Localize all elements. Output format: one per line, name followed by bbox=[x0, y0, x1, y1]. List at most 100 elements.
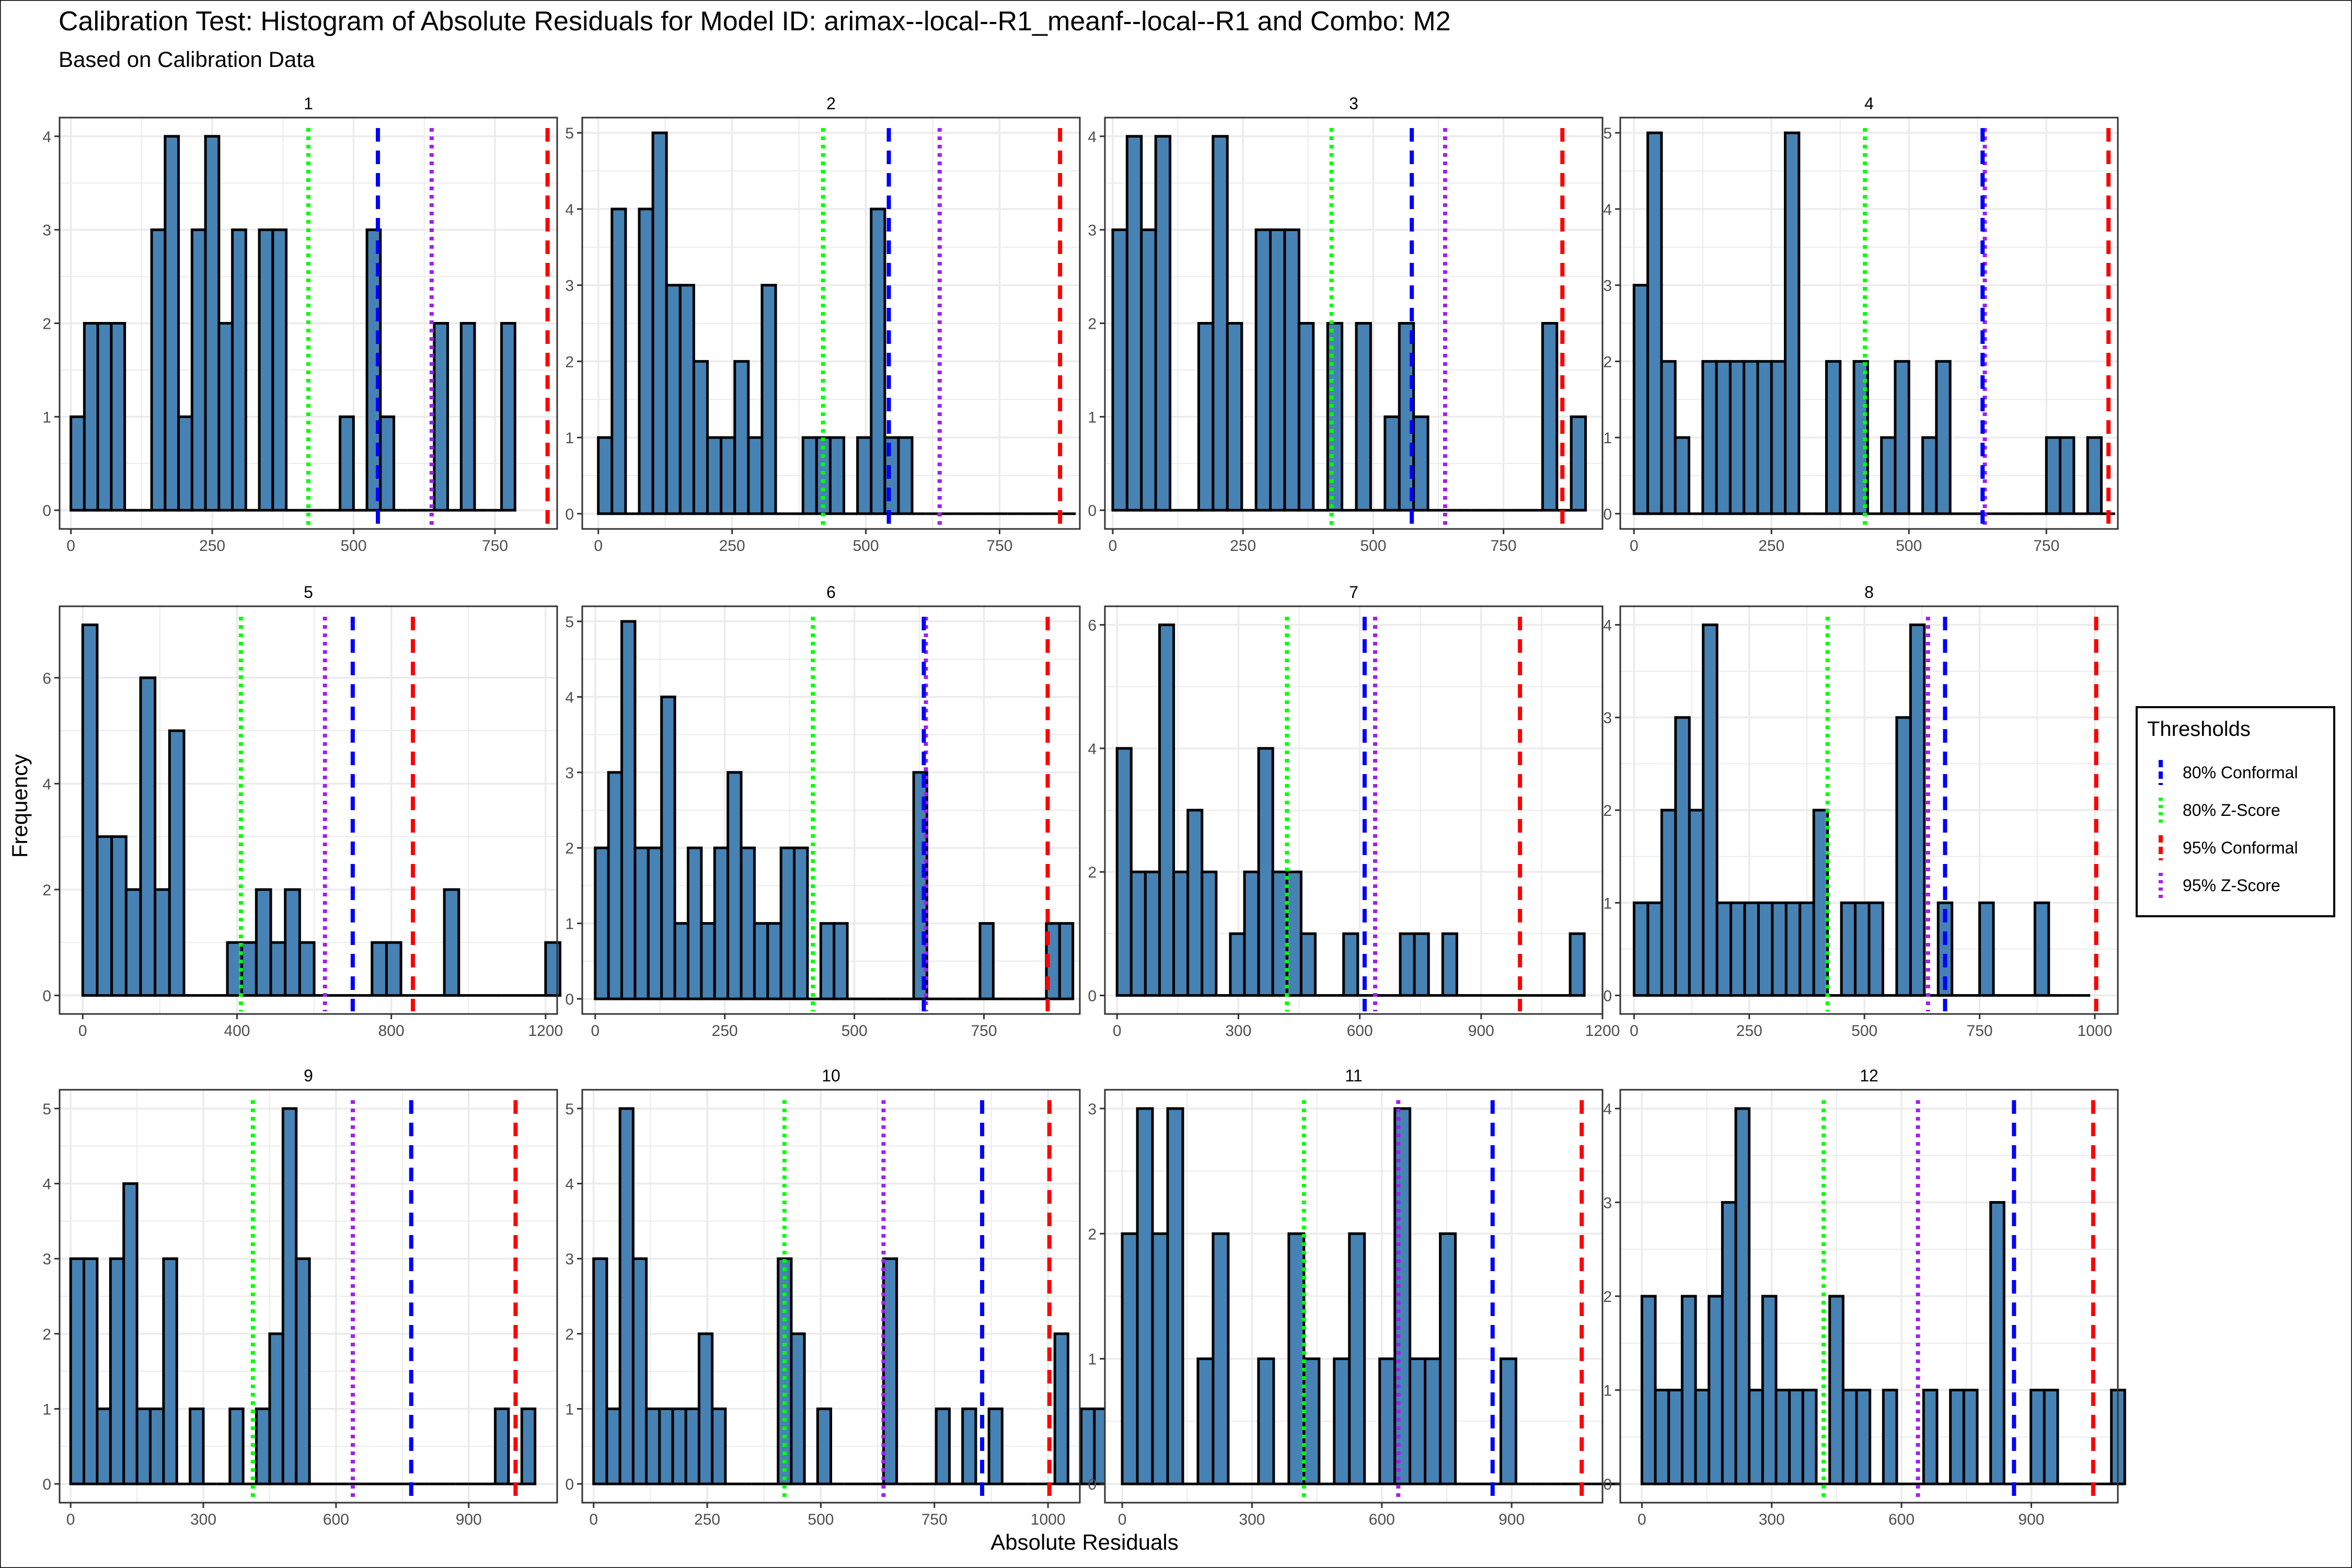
histogram-bar bbox=[740, 846, 756, 1000]
histogram-bar bbox=[733, 360, 750, 515]
histogram-bar bbox=[1201, 870, 1218, 997]
histogram-bar bbox=[1660, 360, 1677, 515]
x-tick-label: 0 bbox=[66, 1511, 75, 1528]
histogram-bar bbox=[1166, 1107, 1184, 1485]
x-tick-label: 600 bbox=[1888, 1511, 1915, 1528]
x-tick-label: 750 bbox=[921, 1511, 948, 1528]
facet-label: 4 bbox=[1864, 94, 1874, 113]
panel-border bbox=[1619, 605, 2119, 1015]
histogram-bar bbox=[1287, 1232, 1306, 1485]
x-tick-label: 300 bbox=[1239, 1511, 1265, 1528]
histogram-bar bbox=[1299, 932, 1317, 997]
x-tick-label: 500 bbox=[1851, 1022, 1877, 1040]
histogram-bar bbox=[692, 360, 709, 515]
y-tick-label: 0 bbox=[565, 506, 574, 523]
histogram-bar bbox=[69, 1257, 86, 1485]
histogram-bar bbox=[779, 846, 796, 1000]
legend: Thresholds 80% Conformal 80% Z-Score 95% C… bbox=[2136, 706, 2335, 917]
histogram-bar bbox=[610, 207, 627, 515]
y-tick-label: 1 bbox=[42, 409, 51, 426]
histogram-bar bbox=[240, 941, 258, 997]
histogram-bar bbox=[1694, 1389, 1711, 1485]
y-axis-title: Frequency bbox=[7, 754, 32, 858]
histogram-bar bbox=[620, 620, 637, 1000]
x-tick-label: 250 bbox=[1758, 537, 1784, 555]
histogram-bar bbox=[2043, 1389, 2059, 1485]
y-tick-label: 5 bbox=[565, 1101, 574, 1118]
histogram-bar bbox=[697, 1332, 714, 1485]
y-tick-label: 0 bbox=[1603, 506, 1612, 523]
histogram-bar bbox=[605, 1407, 621, 1485]
histogram-bar bbox=[1756, 360, 1773, 515]
x-tick-label: 300 bbox=[1759, 1511, 1785, 1528]
x-tick-label: 300 bbox=[190, 1511, 216, 1528]
panel-border bbox=[59, 117, 558, 530]
histogram-bar bbox=[433, 322, 449, 512]
histogram-bar bbox=[727, 771, 743, 1000]
y-tick-label: 0 bbox=[42, 1476, 51, 1493]
histogram-bar bbox=[1283, 228, 1300, 512]
histogram-bar bbox=[1129, 870, 1147, 997]
histogram-bar bbox=[1771, 901, 1788, 997]
histogram-bar bbox=[228, 1407, 245, 1485]
x-axis-title: Absolute Residuals bbox=[990, 1530, 1179, 1554]
x-tick-label: 750 bbox=[482, 537, 508, 555]
histogram-bar bbox=[1828, 1295, 1844, 1485]
y-tick-label: 1 bbox=[1088, 1351, 1097, 1368]
x-tick-label: 600 bbox=[1347, 1022, 1373, 1040]
legend-item: 80% Z-Score bbox=[2159, 798, 2280, 823]
histogram-bar bbox=[684, 1407, 700, 1485]
histogram-bar bbox=[1702, 623, 1719, 997]
histogram-bar bbox=[1715, 360, 1732, 515]
histogram-bar bbox=[1413, 932, 1430, 997]
y-tick-label: 1 bbox=[1603, 1382, 1612, 1400]
x-tick-label: 900 bbox=[1468, 1022, 1494, 1040]
histogram-bar bbox=[1688, 809, 1705, 997]
histogram-bar bbox=[1058, 922, 1075, 1000]
histogram-bar bbox=[1935, 360, 1952, 515]
histogram-bar bbox=[81, 623, 99, 997]
y-tick-label: 4 bbox=[565, 201, 574, 218]
x-tick-label: 250 bbox=[1230, 537, 1256, 555]
facet-label: 11 bbox=[1345, 1066, 1362, 1085]
histogram-bar bbox=[459, 322, 476, 512]
y-tick-label: 5 bbox=[565, 614, 574, 631]
x-tick-label: 0 bbox=[78, 1022, 87, 1040]
y-tick-label: 2 bbox=[1088, 1226, 1097, 1243]
histogram-bar bbox=[96, 1407, 112, 1485]
y-tick-label: 2 bbox=[1088, 316, 1097, 333]
histogram-bar bbox=[631, 1257, 648, 1485]
facet-label: 1 bbox=[304, 94, 313, 113]
x-tick-label: 300 bbox=[1225, 1022, 1251, 1040]
histogram-bar bbox=[647, 846, 663, 1000]
histogram-bar bbox=[1909, 623, 1926, 997]
histogram-bar bbox=[618, 1107, 635, 1485]
histogram-bar bbox=[1333, 1357, 1351, 1485]
histogram-bar bbox=[816, 1407, 833, 1485]
histogram-bar bbox=[150, 228, 167, 512]
histogram-bar bbox=[83, 1257, 99, 1485]
histogram-bar bbox=[645, 1407, 661, 1485]
histogram-bar bbox=[110, 322, 126, 512]
histogram-bar bbox=[1784, 901, 1802, 997]
histogram-bar bbox=[295, 1257, 311, 1485]
histogram-bar bbox=[1080, 1407, 1096, 1485]
x-tick-label: 900 bbox=[456, 1511, 482, 1528]
histogram-bar bbox=[1654, 1389, 1670, 1485]
y-tick-label: 4 bbox=[1603, 617, 1612, 634]
histogram-bar bbox=[268, 1332, 284, 1485]
facet-label: 5 bbox=[304, 583, 313, 602]
y-tick-label: 1 bbox=[565, 430, 574, 447]
y-tick-label: 2 bbox=[565, 840, 574, 857]
histogram-bar bbox=[2059, 436, 2076, 515]
histogram-bar bbox=[1962, 1389, 1979, 1485]
histogram-bar bbox=[978, 922, 995, 1000]
histogram-bar bbox=[1257, 747, 1274, 997]
histogram-bar bbox=[1140, 228, 1157, 512]
histogram-bar bbox=[154, 888, 171, 997]
y-tick-label: 4 bbox=[565, 689, 574, 706]
x-tick-label: 750 bbox=[971, 1022, 997, 1040]
y-tick-label: 2 bbox=[1088, 864, 1097, 881]
y-tick-label: 0 bbox=[1088, 988, 1097, 1005]
